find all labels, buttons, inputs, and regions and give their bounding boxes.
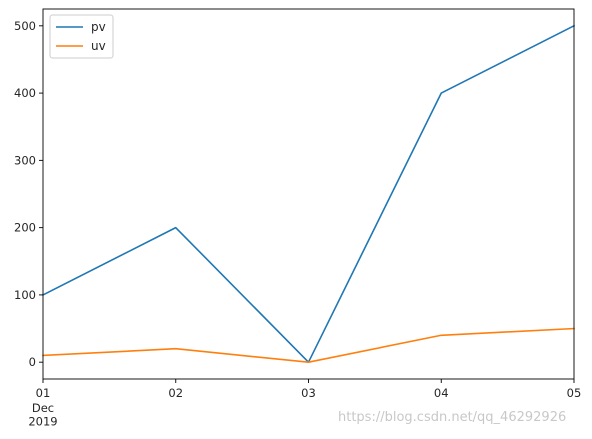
x-tick-label: 03 — [301, 386, 316, 400]
series-line-uv — [42, 327, 575, 363]
legend-box — [49, 14, 114, 59]
y-tick-label: 0 — [29, 355, 36, 369]
y-tick-label: 200 — [14, 221, 36, 235]
x-secondary-label: 2019 — [28, 415, 57, 429]
x-tick-label: 02 — [168, 386, 183, 400]
x-tick-label: 01 — [36, 386, 51, 400]
plot-area — [43, 9, 574, 379]
legend: pv uv — [49, 14, 114, 59]
y-tick-label: 100 — [14, 288, 36, 302]
y-tick-label: 400 — [14, 86, 36, 100]
y-tick-label: 300 — [14, 153, 36, 167]
plot-frame — [42, 8, 575, 380]
watermark: https://blog.csdn.net/qq_46292926 — [338, 410, 567, 425]
x-tick-label: 04 — [434, 386, 449, 400]
legend-label-pv: pv — [91, 20, 106, 34]
x-tick-label: 05 — [567, 386, 582, 400]
legend-label-uv: uv — [91, 39, 106, 53]
y-tick-label: 500 — [14, 19, 36, 33]
x-secondary-label: Dec — [32, 401, 54, 415]
